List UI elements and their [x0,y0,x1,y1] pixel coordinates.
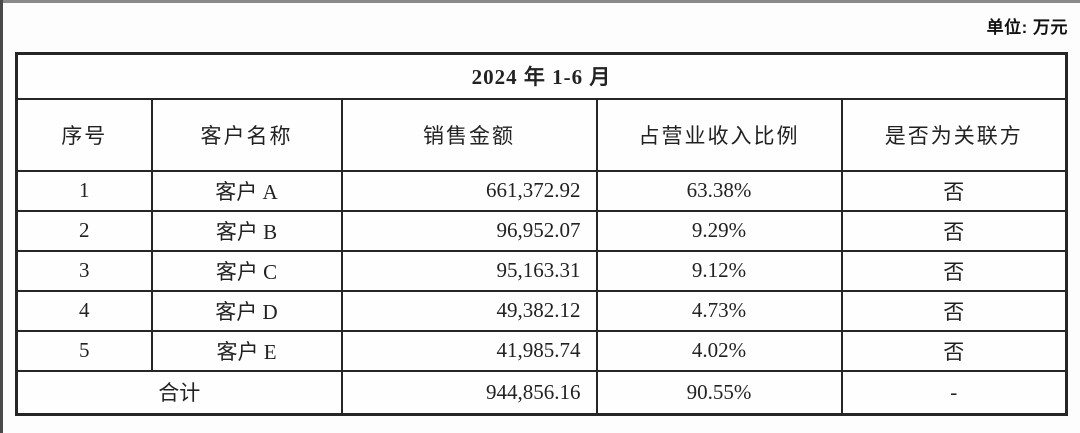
col-header-amount: 销售金额 [340,97,598,172]
cell-ratio: 4.73% [595,289,843,332]
cell-customer: 客户 A [150,169,343,212]
cell-ratio: 4.02% [595,329,843,372]
table-row: 2 客户 B 96,952.07 9.29% 否 [15,209,1068,252]
total-amount: 944,856.16 [340,369,598,416]
table-row: 1 客户 A 661,372.92 63.38% 否 [15,169,1068,212]
unit-label: 单位: 万元 [986,18,1068,37]
cell-customer: 客户 E [150,329,343,372]
table-row: 3 客户 C 95,163.31 9.12% 否 [15,249,1068,292]
cell-amount: 95,163.31 [340,249,598,292]
page-left-edge [0,0,3,433]
total-related: - [840,369,1068,416]
total-label: 合计 [15,369,343,416]
cell-ratio: 9.29% [595,209,843,252]
table-title: 2024 年 1-6 月 [15,52,1068,100]
table-header-row: 序号 客户名称 销售金额 占营业收入比例 是否为关联方 [15,97,1068,172]
customer-sales-table: 2024 年 1-6 月 序号 客户名称 销售金额 占营业收入比例 是否为关联方… [15,52,1069,416]
cell-amount: 49,382.12 [340,289,598,332]
cell-related: 否 [840,209,1068,252]
cell-ratio: 9.12% [595,249,843,292]
cell-customer: 客户 C [150,249,343,292]
col-header-customer: 客户名称 [150,97,343,172]
cell-no: 5 [15,329,153,372]
cell-customer: 客户 B [150,209,343,252]
total-ratio: 90.55% [595,369,843,416]
cell-customer: 客户 D [150,289,343,332]
table-title-row: 2024 年 1-6 月 [15,52,1068,100]
cell-no: 1 [15,169,153,212]
table-row: 4 客户 D 49,382.12 4.73% 否 [15,289,1068,332]
cell-related: 否 [840,289,1068,332]
cell-no: 2 [15,209,153,252]
cell-ratio: 63.38% [595,169,843,212]
col-header-no: 序号 [15,97,153,172]
cell-amount: 41,985.74 [340,329,598,372]
cell-related: 否 [840,329,1068,372]
col-header-ratio: 占营业收入比例 [595,97,843,172]
col-header-related: 是否为关联方 [840,97,1068,172]
cell-no: 3 [15,249,153,292]
cell-no: 4 [15,289,153,332]
cell-amount: 96,952.07 [340,209,598,252]
table-row: 5 客户 E 41,985.74 4.02% 否 [15,329,1068,372]
page-top-edge [0,0,1080,3]
cell-related: 否 [840,169,1068,212]
cell-amount: 661,372.92 [340,169,598,212]
table-total-row: 合计 944,856.16 90.55% - [15,369,1068,416]
cell-related: 否 [840,249,1068,292]
